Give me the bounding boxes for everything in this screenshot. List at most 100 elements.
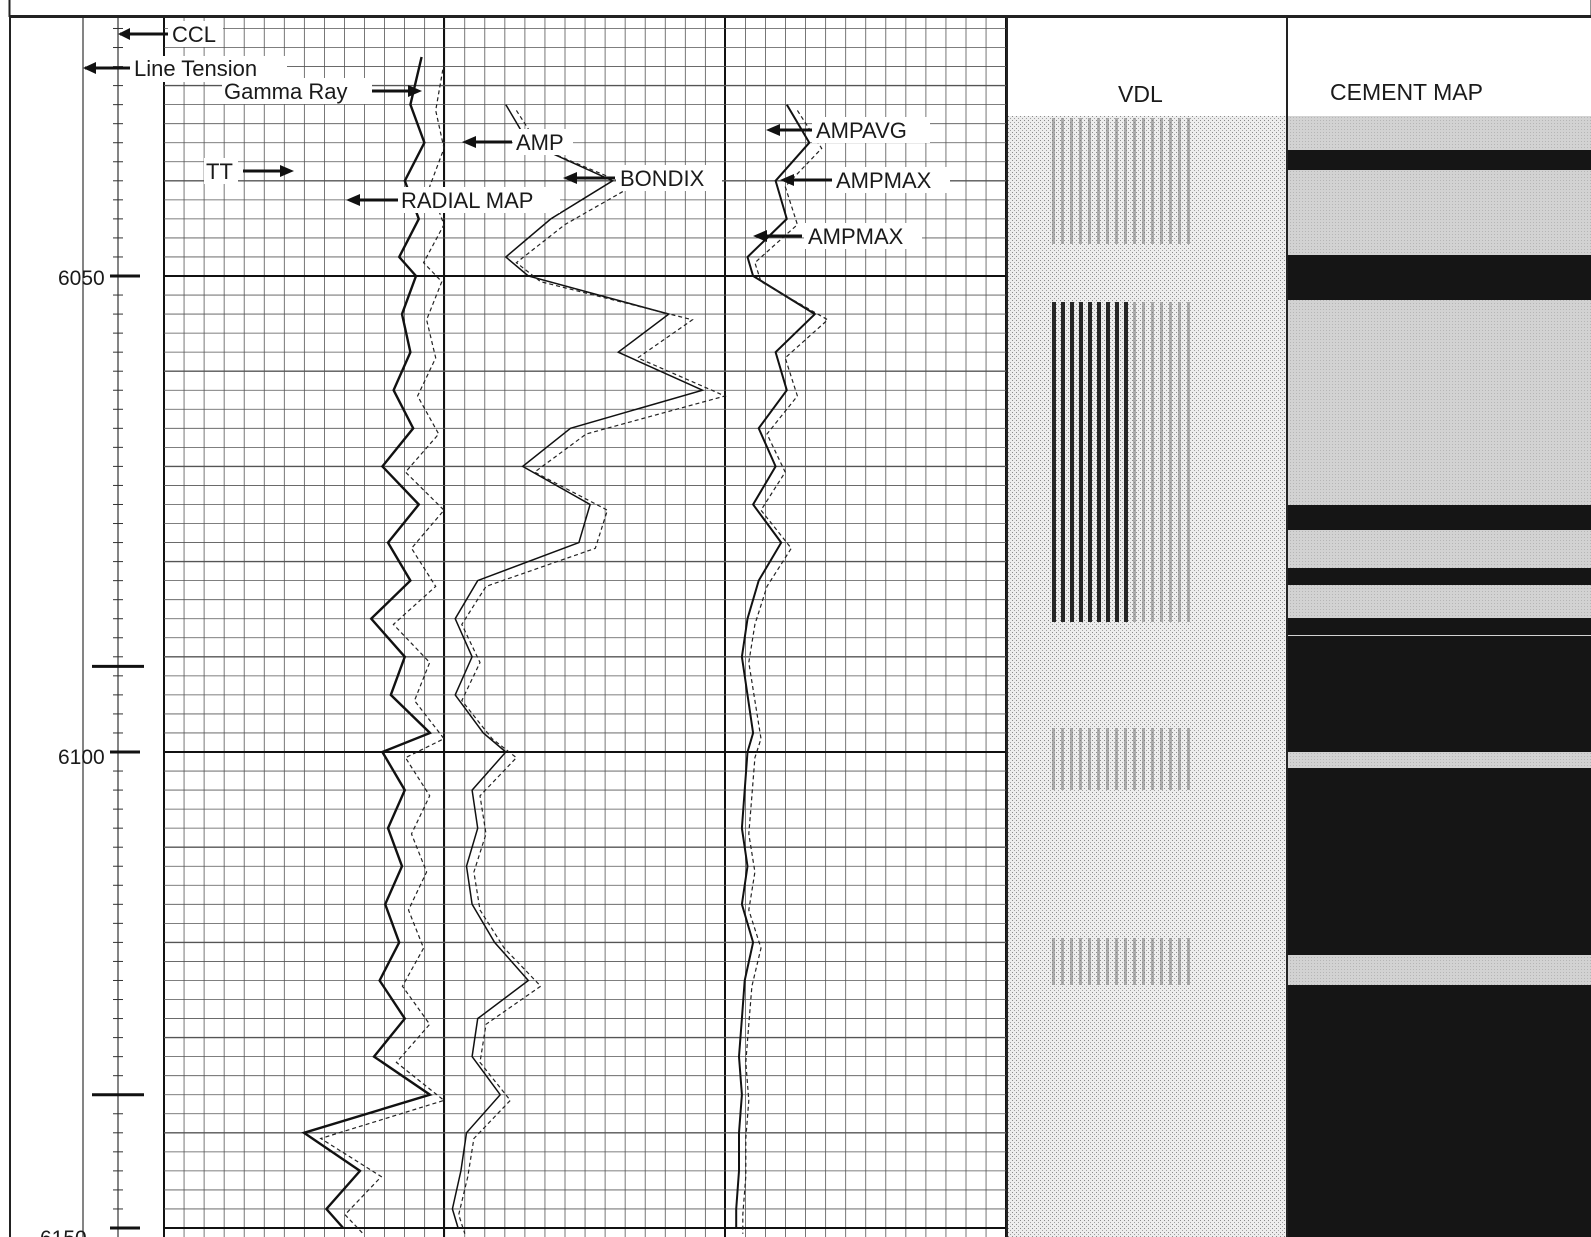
vdl-wave-stripe [1169,118,1172,244]
vdl-wave-stripe [1070,302,1074,622]
vdl-wave-stripe [1124,302,1128,622]
vdl-wave-stripe [1097,938,1100,985]
vdl-wave-stripe [1106,118,1109,244]
depth-label-6100: 6100 [58,746,105,769]
tt-label: TT [206,159,233,184]
ccl-label: CCL [172,22,216,47]
amp-label: AMP [516,130,564,155]
vdl-wave-stripe [1115,302,1119,622]
vdl-wave-stripe [1124,728,1127,790]
vdl-wave-stripe [1115,938,1118,985]
vdl-wave-stripe [1061,938,1064,985]
vdl-wave-stripe [1070,728,1073,790]
vdl-wave-stripe [1178,302,1181,622]
curve-ampavg [735,104,817,1228]
vdl-wave-stripe [1133,302,1136,622]
curve-gamma-ray-dashed [319,62,446,1235]
vdl-wave-stripe [1187,118,1190,244]
cement-map-poor-bond-band [1288,768,1591,955]
vdl-wave-stripe [1151,302,1154,622]
vdl-wave-stripe [1133,118,1136,244]
cement-map-poor-bond-band [1288,150,1591,170]
vdl-wave-stripe [1070,938,1073,985]
vdl-track: VDL [1006,18,1286,1237]
vdl-wave-stripe [1151,728,1154,790]
radial-map-label: RADIAL MAP [401,188,533,213]
vdl-wave-stripe [1106,728,1109,790]
depth-label-6150: 6150 [40,1227,87,1237]
vdl-wave-stripe [1106,938,1109,985]
cement-map-bands [1288,150,1591,1237]
vdl-wave-stripe [1097,118,1100,244]
vdl-wave-stripe [1187,728,1190,790]
vdl-wave-stripe [1097,728,1100,790]
vdl-wave-stripe [1088,728,1091,790]
vdl-wave-stripe [1124,118,1127,244]
vdl-wave-stripe [1178,938,1181,985]
ampavg-label-group: AMPAVG [766,117,930,143]
vdl-wave-stripe [1142,302,1145,622]
cement-map-track: CEMENT MAP [1286,18,1591,1237]
log-grid [163,18,1007,1237]
curve-amp [451,104,705,1229]
ccl-label-group: CCL [118,21,223,47]
cement-map-poor-bond-band [1288,985,1591,1237]
vdl-wave-stripe [1052,302,1056,622]
ampmax-label-2: AMPMAX [808,224,904,249]
vdl-wave-stripe [1106,302,1110,622]
vdl-wave-stripe [1169,728,1172,790]
cement-map-poor-bond-band [1288,636,1591,752]
cement-map-poor-bond-band [1288,255,1591,300]
vdl-wave-bands [1052,118,1190,985]
curve-gamma-ray [301,56,433,1229]
gamma-ray-label: Gamma Ray [224,79,347,104]
cement-map-header: CEMENT MAP [1330,79,1483,105]
vdl-wave-stripe [1151,938,1154,985]
radial-map-label-group: RADIAL MAP [346,187,560,213]
amp-label-group: AMP [462,129,573,155]
vdl-wave-stripe [1142,118,1145,244]
line-tension-label-group: Line Tension [83,56,287,82]
vdl-wave-stripe [1079,728,1082,790]
ampmax-label-1: AMPMAX [836,168,932,193]
vdl-wave-stripe [1142,938,1145,985]
line-tension-label: Line Tension [134,56,257,81]
log-curves [301,56,829,1235]
vdl-wave-stripe [1052,728,1055,790]
cement-map-poor-bond-band [1288,618,1591,635]
curve-ampavg-dashed [742,110,829,1234]
vdl-image-background [1008,116,1286,1237]
vdl-wave-stripe [1160,728,1163,790]
vdl-wave-stripe [1187,938,1190,985]
frame-border [8,0,1591,17]
vdl-wave-stripe [1079,118,1082,244]
vdl-wave-stripe [1160,302,1163,622]
vdl-wave-stripe [1160,118,1163,244]
ampmax-label-group-2: AMPMAX [753,223,922,249]
tt-label-group: TT [204,158,294,184]
vdl-wave-stripe [1061,302,1065,622]
curve-annotations: CCL Line Tension Gamma Ray AMP TT [83,21,950,249]
vdl-wave-stripe [1115,728,1118,790]
vdl-wave-stripe [1115,118,1118,244]
bondix-label-group: BONDIX [563,165,722,191]
vdl-header: VDL [1118,81,1163,107]
vdl-wave-stripe [1169,302,1172,622]
vdl-wave-stripe [1151,118,1154,244]
vdl-wave-stripe [1178,728,1181,790]
vdl-wave-stripe [1169,938,1172,985]
ampmax-label-group-1: AMPMAX [780,167,950,193]
vdl-wave-stripe [1088,302,1092,622]
vdl-wave-stripe [1088,118,1091,244]
bondix-label: BONDIX [620,166,705,191]
vdl-wave-stripe [1160,938,1163,985]
gamma-ray-label-group: Gamma Ray [222,78,422,104]
vdl-wave-stripe [1178,118,1181,244]
vdl-wave-stripe [1142,728,1145,790]
depth-label-6050: 6050 [58,267,105,290]
ampavg-label: AMPAVG [816,118,907,143]
vdl-wave-stripe [1079,938,1082,985]
vdl-wave-stripe [1124,938,1127,985]
ccl-ticks [92,27,144,1230]
